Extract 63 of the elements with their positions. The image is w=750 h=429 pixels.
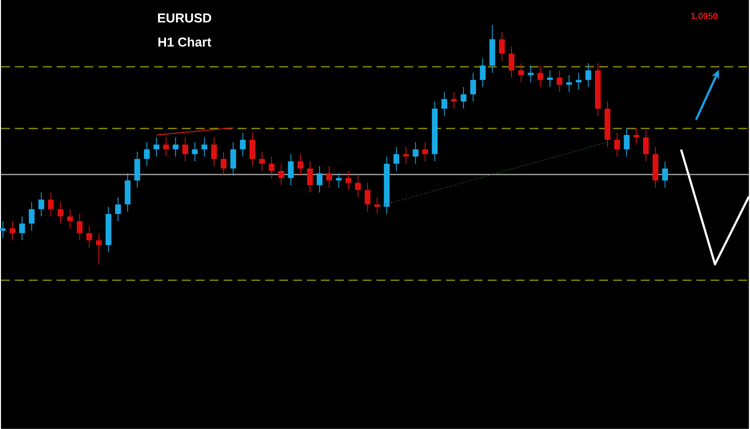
candlestick	[124, 172, 131, 212]
candlestick	[288, 154, 294, 186]
candlestick	[345, 170, 352, 191]
candlestick	[662, 161, 668, 188]
candlestick	[556, 70, 562, 92]
candlestick	[67, 208, 73, 229]
chart-title: EURUSD	[158, 13, 212, 23]
candlestick	[441, 92, 448, 116]
candlestick	[86, 226, 92, 248]
candlestick	[518, 62, 524, 83]
candlestick	[115, 196, 121, 222]
candlestick	[298, 154, 304, 176]
candlestick	[268, 156, 274, 179]
candlestick	[307, 161, 313, 193]
candlestick	[585, 62, 592, 88]
candlestick	[76, 214, 83, 241]
candlestick	[537, 65, 544, 88]
candlestick	[182, 137, 188, 162]
candlestick	[614, 132, 620, 158]
candlestick	[355, 175, 361, 198]
candlestick	[316, 166, 322, 193]
candlestick	[202, 137, 208, 158]
candlestick	[259, 151, 265, 172]
candlestick	[470, 72, 476, 102]
candlestick	[336, 172, 342, 188]
candlestick	[412, 142, 418, 164]
candlestick	[508, 46, 514, 78]
candlestick	[460, 86, 466, 110]
candlestick	[48, 192, 54, 217]
candlestick	[633, 128, 640, 146]
candlestick	[499, 32, 505, 62]
candlestick	[96, 232, 102, 265]
candlestick	[576, 72, 582, 90]
candlestick	[10, 220, 16, 241]
candlestick	[480, 58, 486, 88]
candlestick	[192, 142, 198, 162]
text: H1 Chart	[158, 37, 212, 47]
candlestick	[19, 216, 25, 241]
candlestick	[28, 202, 35, 232]
candlestick	[451, 92, 457, 110]
candlestick	[250, 132, 256, 167]
candlestick	[374, 196, 380, 214]
candlestick	[211, 137, 217, 167]
candlestick	[403, 146, 409, 164]
candlestick	[240, 132, 246, 158]
candlestick	[38, 192, 44, 217]
candlestick	[326, 166, 332, 188]
candlestick	[220, 151, 226, 176]
text: 1.0950	[691, 12, 718, 20]
candlestick	[422, 142, 428, 162]
candlestick	[393, 146, 400, 172]
candlestick	[172, 137, 179, 158]
candlestick	[144, 142, 150, 167]
candlestick	[58, 202, 64, 224]
candlestick	[624, 128, 630, 158]
candlestick	[278, 163, 284, 186]
candlestick	[154, 137, 160, 158]
candlestick	[230, 142, 236, 176]
candlestick	[163, 137, 169, 158]
candlestick	[134, 151, 140, 188]
candlestick	[642, 130, 649, 162]
candlestick	[547, 70, 553, 88]
candlestick	[364, 182, 370, 212]
